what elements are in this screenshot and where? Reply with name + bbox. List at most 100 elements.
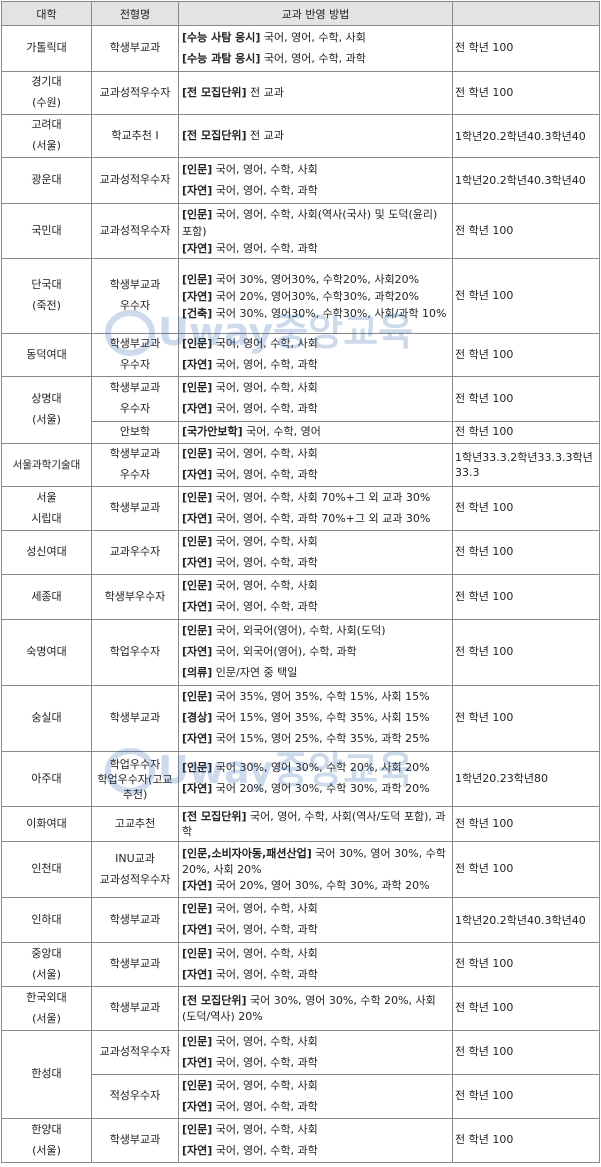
univ-cell: 인하대: [1, 897, 92, 943]
table-row: 세종대 학생부우수자 [인문] 국어, 영어, 수학, 사회 [자연] 국어, …: [1, 574, 600, 620]
type-cell: 교과성적우수자: [91, 71, 179, 115]
grade-cell: 전 학년 100: [452, 421, 600, 444]
grade-cell: 1학년20.2학년40.3학년40: [452, 114, 600, 158]
method-cell: [인문] 국어, 영어, 수학, 사회 [자연] 국어, 영어, 수학, 과학: [178, 574, 453, 620]
table-row: 경기대 (수원) 교과성적우수자 [전 모집단위] 전 교과 전 학년 100: [1, 71, 600, 115]
method-cell: [전 모집단위] 전 교과: [178, 114, 453, 158]
univ-cell: 서울 시립대: [1, 486, 92, 531]
method-cell: [인문] 국어, 영어, 수학, 사회 [자연] 국어, 영어, 수학, 과학: [178, 443, 453, 487]
grade-cell: 전 학년 100: [452, 1074, 600, 1119]
header-row: 대학 전형명 교과 반영 방법: [1, 1, 600, 26]
univ-cell: 광운대: [1, 157, 92, 204]
table-row: 가톨릭대 학생부교과 [수능 사탐 응시] 국어, 영어, 수학, 사회 [수능…: [1, 25, 600, 72]
table-row: 고려대 (서울) 학교추천 I [전 모집단위] 전 교과 1학년20.2학년40…: [1, 114, 600, 158]
type-cell: 학생부교과: [91, 25, 179, 72]
type-cell: 학생부교과 우수자: [91, 258, 179, 334]
grade-cell: 전 학년 100: [452, 685, 600, 752]
grade-cell: 전 학년 100: [452, 203, 600, 259]
grade-cell: 1학년20.2학년40.3학년40: [452, 157, 600, 204]
type-cell: 교과성적우수자: [91, 203, 179, 259]
table-row: 안보학 [국가안보학] 국어, 수학, 영어 전 학년 100: [2, 421, 600, 444]
univ-cell: 아주대: [1, 751, 92, 807]
table-row: 이화여대 고교추천 [전 모집단위] 국어, 영어, 수학, 사회(역사/도덕 …: [1, 806, 600, 842]
table-row: 적성우수자 [인문] 국어, 영어, 수학, 사회 [자연] 국어, 영어, 수…: [2, 1074, 600, 1119]
univ-cell: 가톨릭대: [1, 25, 92, 72]
grade-cell: 전 학년 100: [452, 376, 600, 422]
type-cell: 학생부우수자: [91, 574, 179, 620]
header-univ: 대학: [1, 1, 92, 26]
table-row: 중앙대 (서울) 학생부교과 [인문] 국어, 영어, 수학, 사회 [자연] 국…: [1, 942, 600, 987]
univ-cell: 단국대 (죽전): [1, 258, 92, 334]
univ-cell: 한국외대 (서울): [1, 986, 92, 1031]
grade-cell: 전 학년 100: [452, 574, 600, 620]
grade-cell: 전 학년 100: [452, 986, 600, 1031]
method-cell: [인문] 국어 30%, 영어30%, 수학20%, 사회20% [자연] 국어…: [178, 258, 453, 334]
header-method: 교과 반영 방법: [178, 1, 453, 26]
table-row: 광운대 교과성적우수자 [인문] 국어, 영어, 수학, 사회 [자연] 국어,…: [1, 157, 600, 204]
method-cell: [전 모집단위] 전 교과: [178, 71, 453, 115]
type-cell: 적성우수자: [91, 1074, 179, 1119]
univ-cell: 숭실대: [1, 685, 92, 752]
univ-cell: 인천대: [1, 841, 92, 898]
table-row: 한성대 교과성적우수자 [인문] 국어, 영어, 수학, 사회 [자연] 국어,…: [1, 1030, 600, 1119]
type-cell: 안보학: [91, 421, 179, 444]
table-row: 인하대 학생부교과 [인문] 국어, 영어, 수학, 사회 [자연] 국어, 영…: [1, 897, 600, 943]
header-grade: [452, 1, 600, 26]
univ-cell: 한성대: [1, 1030, 92, 1119]
type-cell: 학생부교과: [91, 897, 179, 943]
grade-cell: 전 학년 100: [452, 1118, 600, 1163]
type-cell: 학생부교과: [91, 986, 179, 1031]
table-row: 서울과학기술대 학생부교과 우수자 [인문] 국어, 영어, 수학, 사회 [자연…: [1, 443, 600, 487]
type-cell: 교과성적우수자: [91, 1030, 179, 1075]
grade-cell: 1학년20.2학년40.3학년40: [452, 897, 600, 943]
method-cell: [인문] 국어 30%, 영어 30%, 수학 20%, 사회 20% [자연]…: [178, 751, 453, 807]
grade-cell: 전 학년 100: [452, 530, 600, 575]
type-cell: 고교추천: [91, 806, 179, 842]
table-row: 한양대 (서울) 학생부교과 [인문] 국어, 영어, 수학, 사회 [자연] 국…: [1, 1118, 600, 1163]
method-cell: [인문] 국어, 영어, 수학, 사회 [자연] 국어, 영어, 수학, 과학: [178, 157, 453, 204]
table-row: 단국대 (죽전) 학생부교과 우수자 [인문] 국어 30%, 영어30%, 수학2…: [1, 258, 600, 334]
method-cell: [인문] 국어, 영어, 수학, 사회 [자연] 국어, 영어, 수학, 과학: [178, 897, 453, 943]
univ-cell: 이화여대: [1, 806, 92, 842]
method-cell: [인문] 국어, 영어, 수학, 사회(역사(국사) 및 도덕(윤리) 포함) …: [178, 203, 453, 259]
grade-cell: 1학년20.23학년80: [452, 751, 600, 807]
type-cell: 학생부교과: [91, 1118, 179, 1163]
method-cell: [인문,소비자아동,패션산업] 국어 30%, 영어 30%, 수학 20%, …: [178, 841, 453, 898]
grade-cell: 전 학년 100: [452, 258, 600, 334]
table-row: 성신여대 교과우수자 [인문] 국어, 영어, 수학, 사회 [자연] 국어, …: [1, 530, 600, 575]
univ-cell: 한양대 (서울): [1, 1118, 92, 1163]
univ-cell: 동덕여대: [1, 333, 92, 377]
method-cell: [수능 사탐 응시] 국어, 영어, 수학, 사회 [수능 과탐 응시] 국어,…: [178, 25, 453, 72]
method-cell: [인문] 국어, 영어, 수학, 사회 [자연] 국어, 영어, 수학, 과학: [178, 376, 453, 422]
type-cell: 학생부교과 우수자: [91, 443, 179, 487]
univ-cell: 경기대 (수원): [1, 71, 92, 115]
table-row: 서울 시립대 학생부교과 [인문] 국어, 영어, 수학, 사회 70%+그 외 …: [1, 486, 600, 531]
method-cell: [인문] 국어, 영어, 수학, 사회 [자연] 국어, 영어, 수학, 과학: [178, 1030, 453, 1075]
univ-cell: 서울과학기술대: [1, 443, 92, 487]
univ-cell: 세종대: [1, 574, 92, 620]
type-cell: 교과우수자: [91, 530, 179, 575]
type-cell: 학생부교과 우수자: [91, 376, 179, 422]
grade-cell: 전 학년 100: [452, 71, 600, 115]
type-cell: INU교과 교과성적우수자: [91, 841, 179, 898]
grade-cell: 전 학년 100: [452, 806, 600, 842]
univ-cell: 성신여대: [1, 530, 92, 575]
method-cell: [인문] 국어, 영어, 수학, 사회 [자연] 국어, 영어, 수학, 과학: [178, 333, 453, 377]
table-row: 숙명여대 학업우수자 [인문] 국어, 외국어(영어), 수학, 사회(도덕) …: [1, 619, 600, 686]
method-cell: [국가안보학] 국어, 수학, 영어: [178, 421, 453, 444]
grade-cell: 전 학년 100: [452, 841, 600, 898]
type-cell: 학생부교과 우수자: [91, 333, 179, 377]
grade-cell: 전 학년 100: [452, 333, 600, 377]
method-cell: [인문] 국어, 영어, 수학, 사회 70%+그 외 교과 30% [자연] …: [178, 486, 453, 531]
univ-cell: 상명대 (서울): [1, 376, 92, 444]
univ-cell: 고려대 (서울): [1, 114, 92, 158]
table-row: 한국외대 (서울) 학생부교과 [전 모집단위] 국어 30%, 영어 30%, …: [1, 986, 600, 1031]
table-row: 동덕여대 학생부교과 우수자 [인문] 국어, 영어, 수학, 사회 [자연] 국…: [1, 333, 600, 377]
univ-cell: 중앙대 (서울): [1, 942, 92, 987]
grade-cell: 전 학년 100: [452, 486, 600, 531]
method-cell: [인문] 국어, 영어, 수학, 사회 [자연] 국어, 영어, 수학, 과학: [178, 942, 453, 987]
method-cell: [인문] 국어, 영어, 수학, 사회 [자연] 국어, 영어, 수학, 과학: [178, 1074, 453, 1119]
grade-cell: 1학년33.3.2학년33.3.3학년33.3: [452, 443, 600, 487]
table-row: 상명대 (서울) 학생부교과 우수자 [인문] 국어, 영어, 수학, 사회 [자연…: [1, 376, 600, 444]
